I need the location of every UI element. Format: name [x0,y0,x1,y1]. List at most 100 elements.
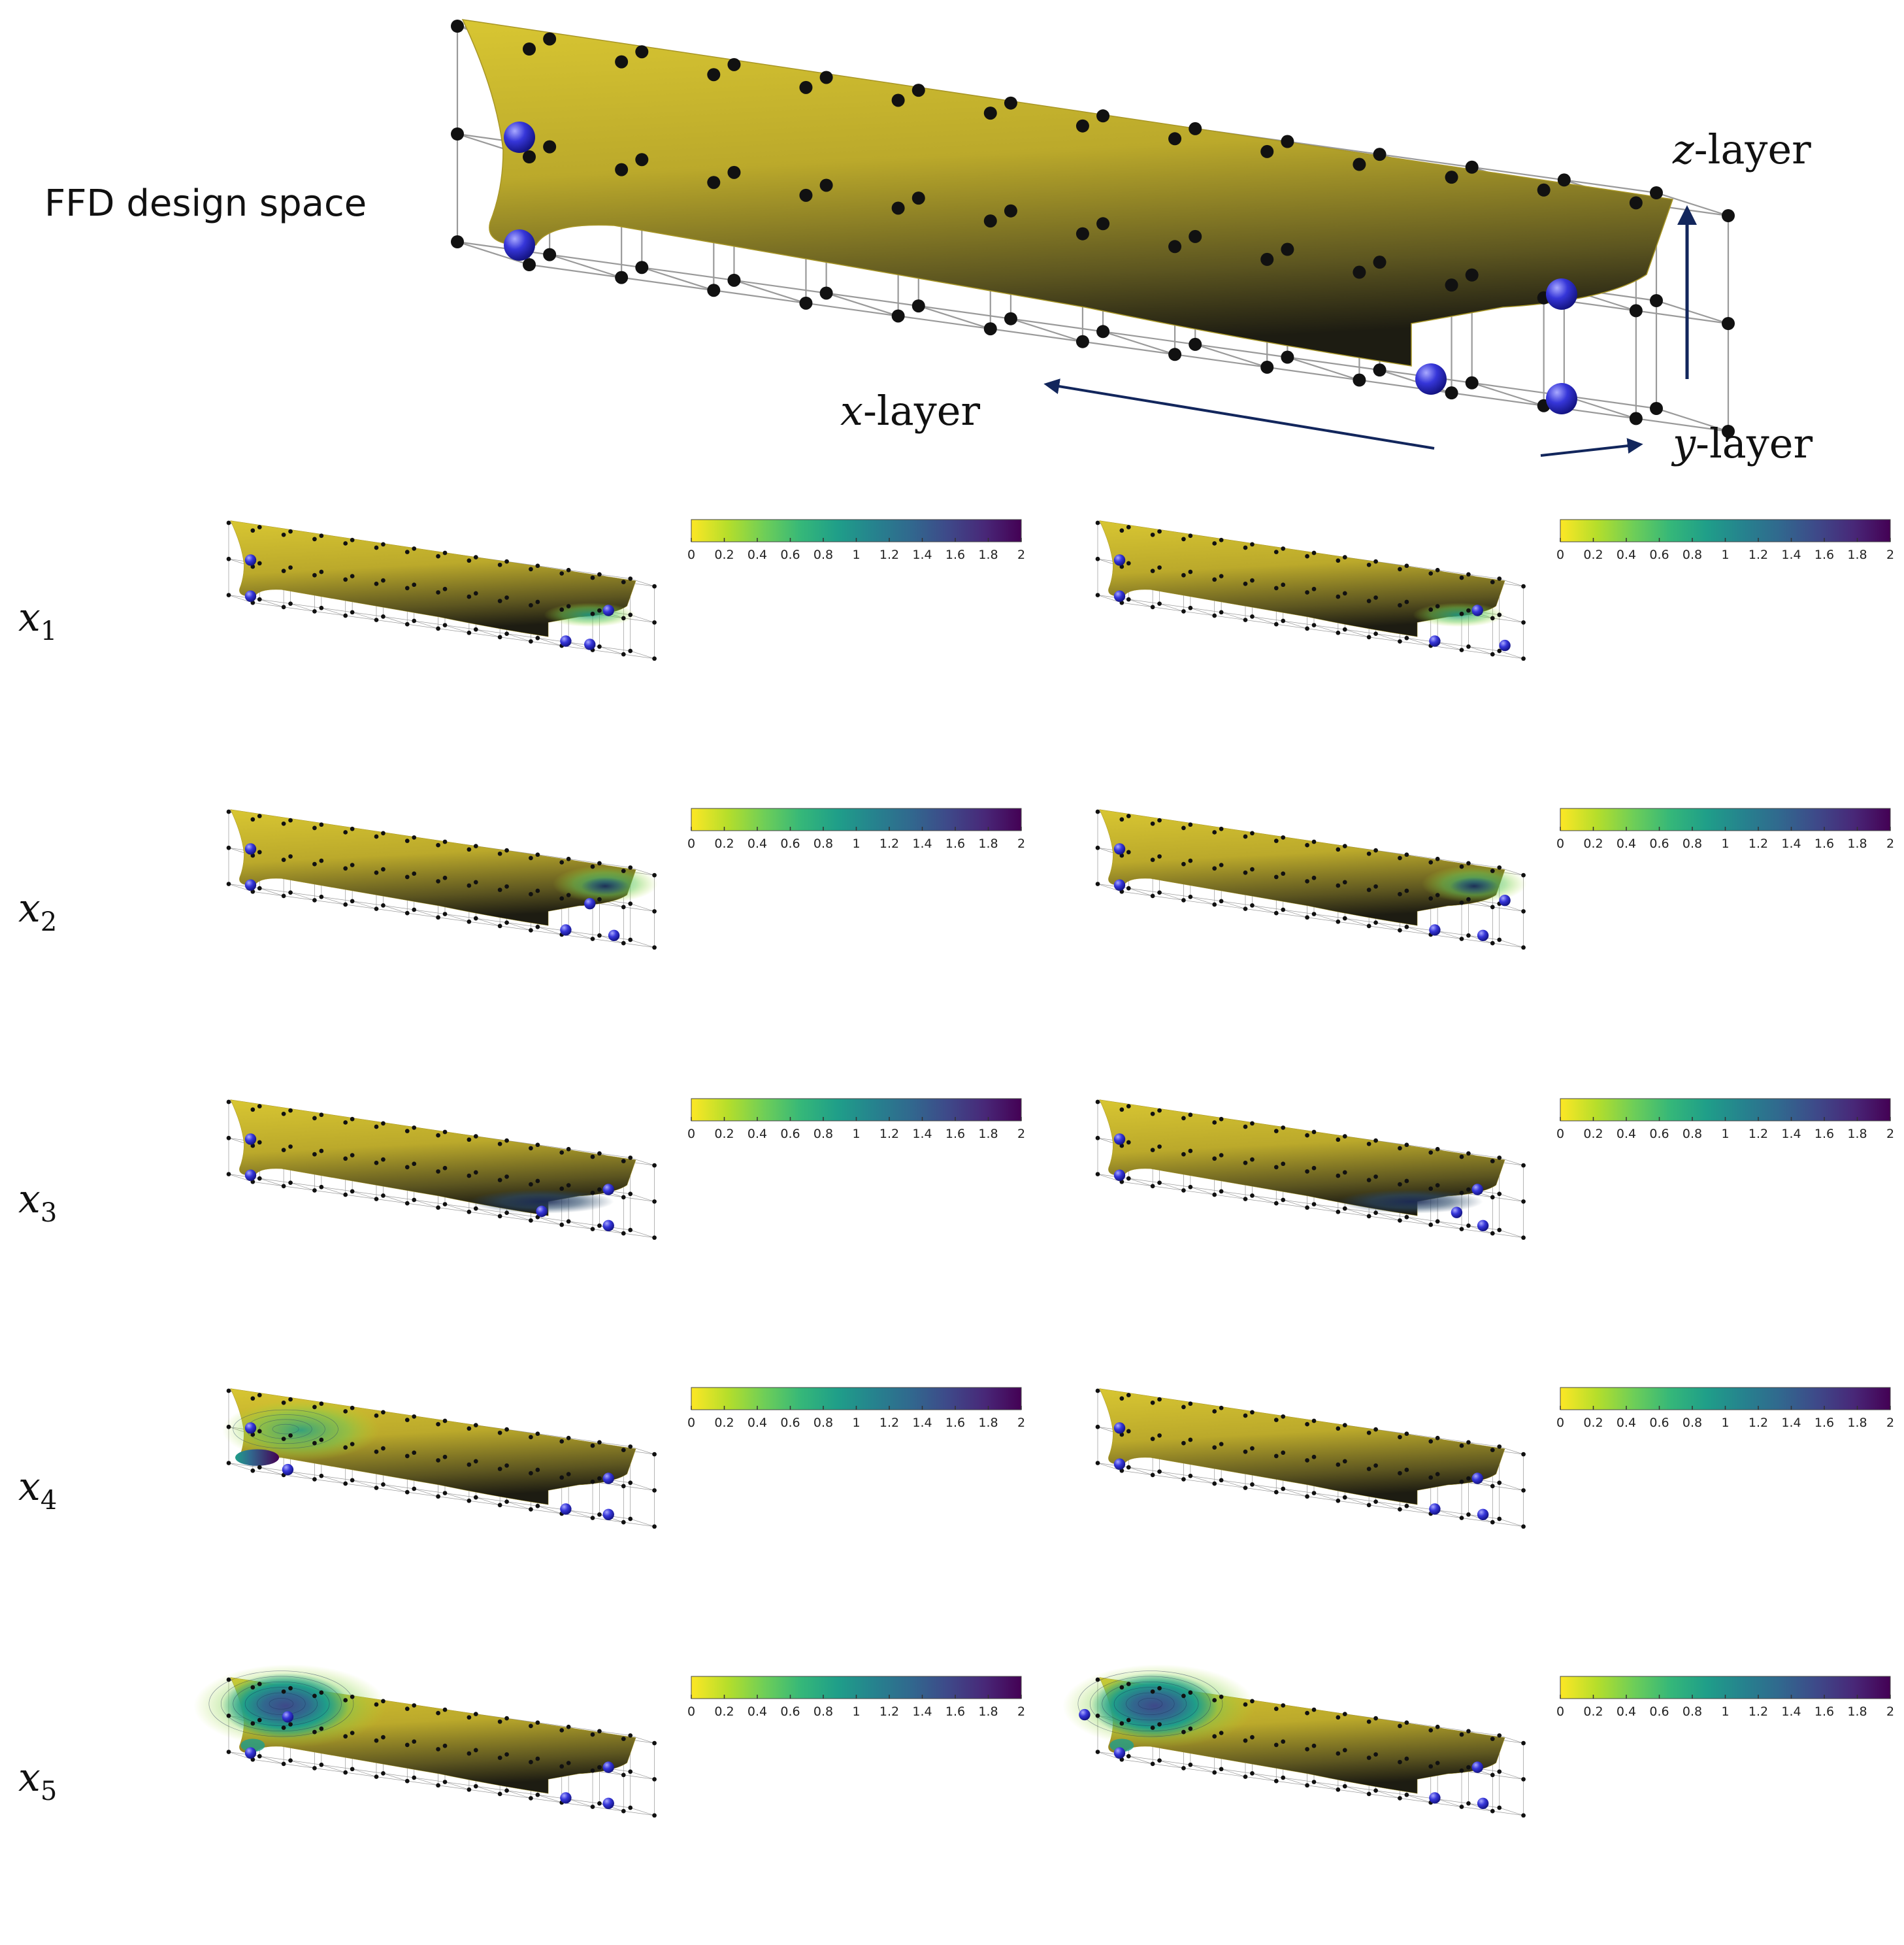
lattice-node [436,879,440,884]
control-point[interactable] [1079,1708,1091,1721]
colorbar-tick-label: 1.2 [1748,548,1768,562]
lattice-node [1157,529,1162,534]
colorbar-tick-label: 0.4 [1617,837,1636,851]
lattice-node [312,609,317,614]
control-point[interactable] [1415,363,1447,395]
lattice-node [1521,1199,1526,1204]
lattice-node [529,1759,533,1765]
lattice-node [350,826,355,831]
lattice-node [473,1784,478,1789]
control-point[interactable] [1499,894,1511,906]
control-point[interactable] [602,1508,614,1520]
lattice-node [442,586,448,591]
lattice-node [566,1435,571,1440]
colorbar-tick-label: 1.6 [945,1704,965,1719]
control-point[interactable] [1477,1220,1489,1231]
lattice-node [257,850,262,855]
control-point[interactable] [1499,639,1511,652]
control-point[interactable] [608,929,620,941]
control-point[interactable] [602,1761,614,1773]
control-point[interactable] [244,590,257,602]
control-point[interactable] [1113,879,1126,891]
control-point[interactable] [1471,605,1483,616]
lattice-node [1150,1472,1155,1478]
control-point[interactable] [560,924,572,936]
lattice-node [1281,871,1286,876]
colorbar-tick-label: 1.8 [978,548,998,562]
control-point[interactable] [1113,1422,1126,1434]
lattice-node [1281,1414,1286,1419]
control-point[interactable] [1113,554,1126,566]
deformation-core [1091,1672,1219,1739]
control-point[interactable] [244,879,257,891]
control-point[interactable] [1471,1472,1483,1484]
colorbar-tick-label: 1.2 [1748,837,1768,851]
lattice-node [436,842,440,848]
lattice-node [226,556,231,561]
control-point[interactable] [244,1169,257,1181]
control-point[interactable] [1477,1797,1489,1809]
control-point[interactable] [1113,1458,1126,1470]
lattice-node [1490,1484,1495,1489]
control-point[interactable] [602,605,614,616]
lattice-node [1311,1707,1317,1712]
control-point[interactable] [1471,1184,1483,1195]
control-point[interactable] [244,1133,257,1145]
control-point[interactable] [1451,1206,1463,1218]
colorbar-tick-label: 1.8 [1847,1127,1867,1141]
control-point[interactable] [244,554,257,566]
lattice-node [621,1448,626,1452]
control-point[interactable] [244,1422,257,1434]
control-point[interactable] [602,1184,614,1195]
lattice-node [436,1494,440,1499]
control-point[interactable] [504,122,535,153]
lattice-node [1428,1764,1434,1769]
control-point[interactable] [504,229,535,261]
colorbar-tick-label: 2 [1017,1704,1025,1719]
lattice-node [1119,1107,1124,1112]
control-point[interactable] [1429,924,1441,936]
control-point[interactable] [1113,1747,1126,1759]
control-point[interactable] [1471,1761,1483,1773]
control-point[interactable] [1546,383,1577,414]
lattice-node [1353,265,1366,279]
lattice-node [1281,1125,1286,1130]
lattice-node [436,1205,440,1210]
lattice-node [381,542,386,547]
lattice-node [497,1178,502,1182]
control-point[interactable] [602,1472,614,1484]
control-point[interactable] [584,897,596,910]
colorbar-tick-label: 0.2 [1583,1704,1603,1719]
control-point[interactable] [1429,635,1441,647]
control-point[interactable] [536,1205,548,1218]
control-point[interactable] [602,1797,614,1809]
control-point[interactable] [244,1747,257,1759]
lattice-node [1250,1699,1255,1704]
lattice-node [1126,1176,1131,1181]
control-point[interactable] [584,639,596,650]
control-point[interactable] [244,843,257,855]
control-point[interactable] [282,1463,294,1476]
control-point[interactable] [1113,843,1126,855]
lattice-node [1459,575,1464,580]
control-point[interactable] [1477,929,1489,941]
control-point[interactable] [1113,1169,1126,1181]
lattice-node [1273,1454,1279,1459]
control-point[interactable] [1113,1133,1126,1145]
lattice-node [1305,879,1309,884]
control-point[interactable] [560,1503,572,1515]
lattice-node [504,559,509,564]
control-point[interactable] [1546,278,1577,310]
control-point[interactable] [602,1220,614,1231]
control-point[interactable] [560,1792,572,1804]
control-point[interactable] [1429,1792,1441,1804]
y-axis-arrow [1540,438,1643,457]
control-point[interactable] [1477,1508,1489,1520]
control-point[interactable] [1113,590,1126,602]
lattice-node [1342,1423,1347,1427]
control-point[interactable] [282,1711,294,1723]
control-point[interactable] [560,635,572,647]
lattice-node [597,1765,602,1770]
control-point[interactable] [1429,1503,1441,1515]
lattice-node [1428,1439,1434,1444]
